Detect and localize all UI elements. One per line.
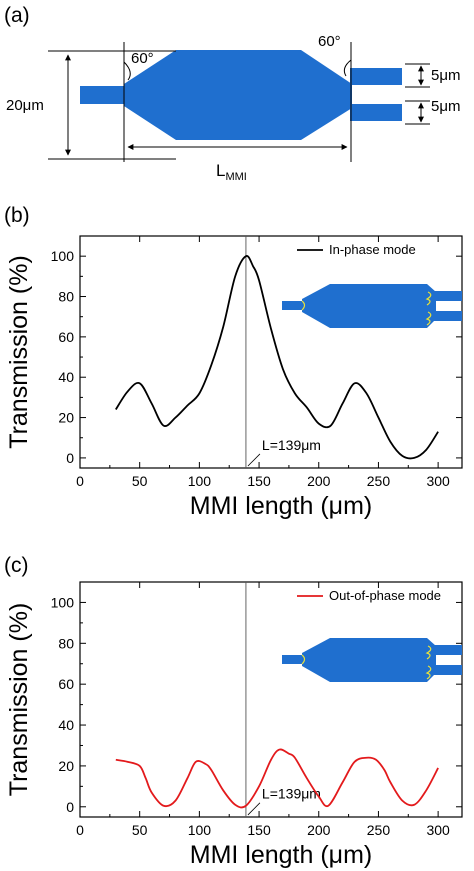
angle-left-label: 60° — [131, 50, 154, 67]
x-tick-label: 150 — [247, 473, 271, 489]
gap-label-2: 5μm — [431, 98, 460, 115]
y-tick-label: 80 — [58, 635, 74, 651]
plot-frame — [79, 235, 463, 469]
y-tick-label: 40 — [58, 717, 74, 733]
y-tick-label: 40 — [58, 369, 74, 385]
mmi-diagram: (a) 20μm 60° 60° LMMI — [4, 4, 460, 183]
y-axis-label: Transmission (%) — [5, 255, 33, 449]
y-tick-label: 0 — [66, 799, 74, 815]
gap-label-1: 5μm — [431, 67, 460, 84]
series-line — [115, 255, 439, 460]
angle-right-label: 60° — [318, 33, 341, 50]
mmi-inset-icon — [282, 638, 462, 682]
marker-label: L=139μm — [262, 786, 321, 802]
chart-out-of-phase: 0 50 100 150 200 250 300 0 20 40 60 80 100 MMI length… — [5, 581, 463, 869]
length-label: LMMI — [216, 161, 247, 183]
width-label: 20μm — [6, 97, 44, 114]
y-tick-label: 20 — [58, 410, 74, 426]
x-tick-label: 0 — [76, 473, 84, 489]
length-dimension — [123, 42, 352, 162]
x-tick-label: 0 — [76, 822, 84, 838]
x-tick-label: 300 — [426, 822, 450, 838]
y-tick-label: 60 — [58, 329, 74, 345]
x-axis-label: MMI length (μm) — [190, 492, 372, 520]
mmi-inset-icon — [282, 284, 462, 328]
gap-dimensions — [405, 63, 430, 125]
x-tick-label: 100 — [188, 822, 212, 838]
x-tick-label: 200 — [307, 822, 331, 838]
marker-label: L=139μm — [262, 437, 321, 453]
x-tick-label: 200 — [307, 473, 331, 489]
marker-pointer — [247, 802, 261, 816]
panel-label-a: (a) — [4, 4, 30, 27]
x-tick-label: 250 — [367, 822, 391, 838]
y-tick-label: 20 — [58, 758, 74, 774]
plot-frame — [79, 581, 463, 818]
panel-label-b: (b) — [4, 204, 30, 227]
x-tick-label: 50 — [132, 822, 148, 838]
legend-label: Out-of-phase mode — [329, 588, 441, 603]
x-tick-label: 50 — [132, 473, 148, 489]
y-tick-label: 100 — [51, 594, 75, 610]
width-dimension — [48, 50, 176, 160]
panel-label-c: (c) — [4, 554, 29, 577]
legend-label: In-phase mode — [329, 242, 416, 257]
mmi-device — [80, 50, 402, 140]
x-tick-label: 100 — [188, 473, 212, 489]
y-tick-label: 0 — [66, 450, 74, 466]
y-tick-label: 80 — [58, 289, 74, 305]
y-tick-label: 100 — [51, 248, 75, 264]
series-line — [115, 748, 439, 809]
x-tick-label: 150 — [247, 822, 271, 838]
x-axis-label: MMI length (μm) — [190, 841, 372, 869]
marker-pointer — [247, 453, 261, 467]
chart-in-phase: 0 50 100 150 200 250 300 0 20 40 60 80 100 MMI length… — [5, 235, 463, 520]
x-tick-label: 250 — [367, 473, 391, 489]
x-tick-label: 300 — [426, 473, 450, 489]
y-axis-label: Transmission (%) — [5, 603, 33, 797]
y-tick-label: 60 — [58, 676, 74, 692]
